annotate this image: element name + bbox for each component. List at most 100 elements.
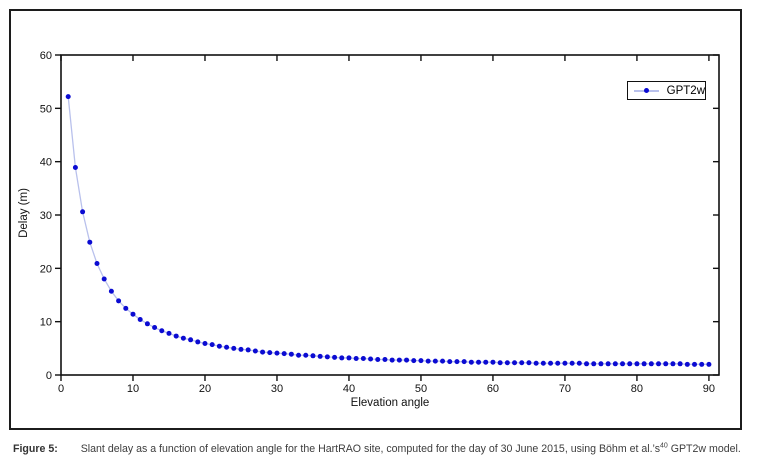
caption-tail: GPT2w model. xyxy=(667,443,741,455)
data-point xyxy=(634,361,640,367)
data-point xyxy=(332,354,338,360)
data-point xyxy=(605,361,611,367)
data-point xyxy=(159,328,165,334)
data-point xyxy=(260,349,266,355)
data-point xyxy=(166,330,172,336)
data-point xyxy=(418,358,424,364)
data-point xyxy=(620,361,626,367)
data-point xyxy=(389,357,395,363)
data-point xyxy=(591,361,597,367)
data-point xyxy=(72,165,78,171)
data-point xyxy=(432,358,438,364)
data-point xyxy=(504,360,510,366)
data-point xyxy=(80,209,86,215)
data-point xyxy=(188,337,194,343)
x-tick-label: 60 xyxy=(487,383,499,395)
data-point xyxy=(144,321,150,327)
data-point xyxy=(627,361,633,367)
data-point xyxy=(533,360,539,366)
data-point xyxy=(252,348,258,354)
series-line xyxy=(67,96,709,365)
data-point xyxy=(108,288,114,294)
data-point xyxy=(288,351,294,357)
y-tick-label: 40 xyxy=(40,157,52,169)
y-tick-label: 50 xyxy=(40,103,52,115)
figure-caption-label: Figure 5: xyxy=(13,443,58,455)
data-point xyxy=(706,361,712,367)
data-point xyxy=(476,359,482,365)
data-point xyxy=(562,360,568,366)
data-point xyxy=(641,361,647,367)
x-tick-label: 30 xyxy=(271,383,283,395)
data-point xyxy=(663,361,669,367)
legend-marker-icon xyxy=(643,88,649,93)
data-point xyxy=(526,360,532,366)
data-point xyxy=(317,353,323,359)
data-point xyxy=(656,361,662,367)
data-point xyxy=(411,358,417,364)
data-point xyxy=(368,356,374,362)
data-point xyxy=(468,359,474,365)
legend-series-label: GPT2w xyxy=(666,84,705,97)
data-point xyxy=(281,351,287,357)
axes-box xyxy=(60,54,720,376)
y-tick-label: 10 xyxy=(40,317,52,329)
data-point xyxy=(224,344,230,350)
x-tick-label: 10 xyxy=(127,383,139,395)
y-axis-label: Delay (m) xyxy=(18,188,30,238)
data-point xyxy=(540,360,546,366)
data-point xyxy=(238,346,244,352)
x-tick-label: 40 xyxy=(343,383,355,395)
data-point xyxy=(382,357,388,363)
data-point xyxy=(339,355,345,361)
data-point xyxy=(65,94,71,100)
data-point xyxy=(130,311,136,317)
x-axis-label: Elevation angle xyxy=(350,397,430,409)
y-tick-label: 30 xyxy=(40,210,52,222)
data-point xyxy=(425,358,431,364)
y-tick-label: 0 xyxy=(46,370,52,382)
data-point xyxy=(346,355,352,361)
data-point xyxy=(548,360,554,366)
data-point xyxy=(116,298,122,304)
data-point xyxy=(274,350,280,356)
y-tick-label: 20 xyxy=(40,263,52,275)
x-tick-label: 80 xyxy=(631,383,643,395)
data-point xyxy=(490,359,496,365)
x-tick-label: 90 xyxy=(703,383,715,395)
data-point xyxy=(195,339,201,345)
data-point xyxy=(461,359,467,365)
data-point xyxy=(87,239,93,245)
data-point xyxy=(440,358,446,364)
data-point xyxy=(353,355,359,361)
figure-caption-text: Slant delay as a function of elevation a… xyxy=(81,442,741,455)
data-point xyxy=(598,361,604,367)
data-point xyxy=(152,325,158,331)
data-point xyxy=(324,354,330,360)
data-point xyxy=(519,360,525,366)
data-point xyxy=(584,361,590,367)
data-point xyxy=(447,359,453,365)
data-point xyxy=(555,360,561,366)
y-tick-label: 60 xyxy=(40,50,52,62)
data-point xyxy=(483,359,489,365)
slant-delay-chart: 0 10 20 30 40 50 60 70 80 90 0 10 20 30 40 50 60 xyxy=(40,50,720,395)
data-point xyxy=(375,357,381,363)
data-point xyxy=(684,361,690,367)
data-point xyxy=(180,335,186,341)
data-point xyxy=(612,361,618,367)
data-point xyxy=(454,359,460,365)
data-point xyxy=(699,361,705,367)
data-point xyxy=(94,261,100,267)
x-tick-label: 0 xyxy=(58,383,64,395)
data-point xyxy=(648,361,654,367)
x-tick-label: 20 xyxy=(199,383,211,395)
data-point xyxy=(310,353,316,359)
data-point xyxy=(670,361,676,367)
data-point xyxy=(267,350,273,356)
data-point xyxy=(173,333,179,339)
data-point xyxy=(512,360,518,366)
legend-line xyxy=(634,88,659,93)
data-point xyxy=(692,361,698,367)
